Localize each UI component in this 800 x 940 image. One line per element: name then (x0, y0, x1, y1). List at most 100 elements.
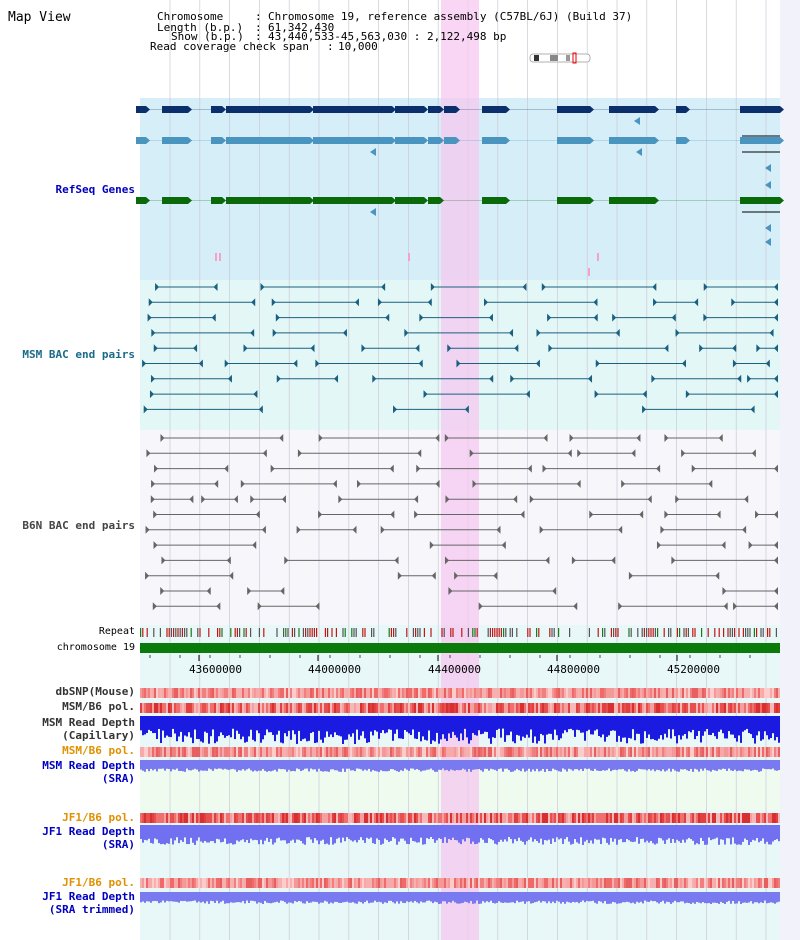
depth-bar (276, 825, 278, 839)
depth-bar (362, 760, 364, 771)
heat-cell (526, 703, 528, 713)
repeat-mark (362, 628, 364, 637)
depth-bar (750, 716, 752, 735)
heat-cell (668, 878, 670, 888)
heat-cell (432, 813, 434, 823)
depth-bar (502, 825, 504, 842)
heat-cell (142, 878, 144, 888)
depth-bar (244, 760, 246, 771)
depth-bar (186, 760, 188, 769)
repeat-mark (373, 628, 375, 637)
bac-end-marker (414, 510, 419, 519)
bac-end-marker (297, 449, 302, 458)
heat-cell (634, 688, 636, 698)
heat-cell (272, 688, 274, 698)
msm-depth-cap-label-1[interactable]: MSM Read Depth (42, 716, 135, 729)
heat-cell (630, 703, 632, 713)
msm-bac-track-label[interactable]: MSM BAC end pairs (22, 348, 135, 361)
depth-bar (426, 760, 428, 770)
heat-cell (210, 703, 212, 713)
heat-cell (710, 688, 712, 698)
heat-cell (394, 688, 396, 698)
heat-cell (186, 813, 188, 823)
gene-exon-block (136, 197, 146, 204)
refseq-track-label[interactable]: RefSeq Genes (55, 183, 135, 196)
heat-cell (444, 878, 446, 888)
depth-bar (406, 892, 408, 902)
heat-cell (722, 688, 724, 698)
heat-cell (716, 878, 718, 888)
heat-cell (346, 747, 348, 757)
heat-cell (150, 878, 152, 888)
heat-cell (606, 878, 608, 888)
depth-bar (184, 760, 186, 772)
heat-cell (568, 747, 570, 757)
repeat-mark (747, 628, 749, 637)
heat-cell (260, 688, 262, 698)
depth-bar (312, 825, 314, 843)
depth-bar (394, 825, 396, 839)
msm-b6-pol-track-label[interactable]: MSM/B6 pol. (62, 700, 135, 713)
heat-cell (720, 747, 722, 757)
heat-cell (368, 813, 370, 823)
bac-end-marker (685, 390, 690, 399)
heat-cell (172, 747, 174, 757)
depth-bar (214, 825, 216, 844)
depth-bar (176, 716, 178, 742)
heat-cell (152, 688, 154, 698)
depth-bar (712, 760, 714, 770)
depth-bar (658, 825, 660, 838)
bac-end-marker (193, 344, 198, 353)
depth-bar (644, 760, 646, 770)
heat-cell (384, 747, 386, 757)
heat-cell (758, 878, 760, 888)
dbsnp-track-label[interactable]: dbSNP(Mouse) (55, 685, 135, 698)
heat-cell (768, 813, 770, 823)
depth-bar (154, 892, 156, 901)
depth-bar (230, 892, 232, 903)
heat-cell (414, 703, 416, 713)
depth-bar (574, 825, 576, 840)
heat-cell (774, 703, 776, 713)
depth-bar (548, 825, 550, 840)
jf1-b6-pol2-track-label[interactable]: JF1/B6 pol. (62, 876, 135, 889)
msm-b6-pol2-track-label[interactable]: MSM/B6 pol. (62, 744, 135, 757)
msm-depth-sra-label-1[interactable]: MSM Read Depth (42, 759, 135, 772)
bac-end-marker (522, 283, 527, 291)
depth-bar (206, 825, 208, 843)
depth-bar (392, 825, 394, 838)
heat-cell (664, 747, 666, 757)
heat-cell (300, 688, 302, 698)
heat-cell (704, 747, 706, 757)
bac-end-marker (731, 298, 736, 307)
heat-cell (470, 688, 472, 698)
heat-cell (608, 878, 610, 888)
depth-bar (696, 716, 698, 736)
heat-cell (456, 688, 458, 698)
jf1-b6-pol-track-label[interactable]: JF1/B6 pol. (62, 811, 135, 824)
depth-bar (676, 825, 678, 840)
jf1-depth-label-1[interactable]: JF1 Read Depth (42, 825, 135, 838)
heat-cell (704, 813, 706, 823)
depth-bar (158, 716, 160, 729)
heat-cell (752, 747, 754, 757)
depth-bar (296, 716, 298, 744)
heat-cell (266, 747, 268, 757)
depth-bar (194, 892, 196, 901)
heat-cell (310, 878, 312, 888)
depth-bar (244, 716, 246, 743)
jf1-trim-label-1[interactable]: JF1 Read Depth (42, 890, 135, 903)
heat-cell (274, 747, 276, 757)
heat-cell (586, 878, 588, 888)
b6n-bac-track-label[interactable]: B6N BAC end pairs (22, 519, 135, 532)
gene-exon-block (395, 106, 424, 113)
bac-end-marker (377, 298, 382, 307)
heat-cell (750, 703, 752, 713)
gene-exon-block (609, 137, 655, 144)
heat-cell (508, 878, 510, 888)
heat-cell (298, 703, 300, 713)
heat-cell (250, 703, 252, 713)
depth-bar (186, 825, 188, 845)
heat-cell (486, 688, 488, 698)
